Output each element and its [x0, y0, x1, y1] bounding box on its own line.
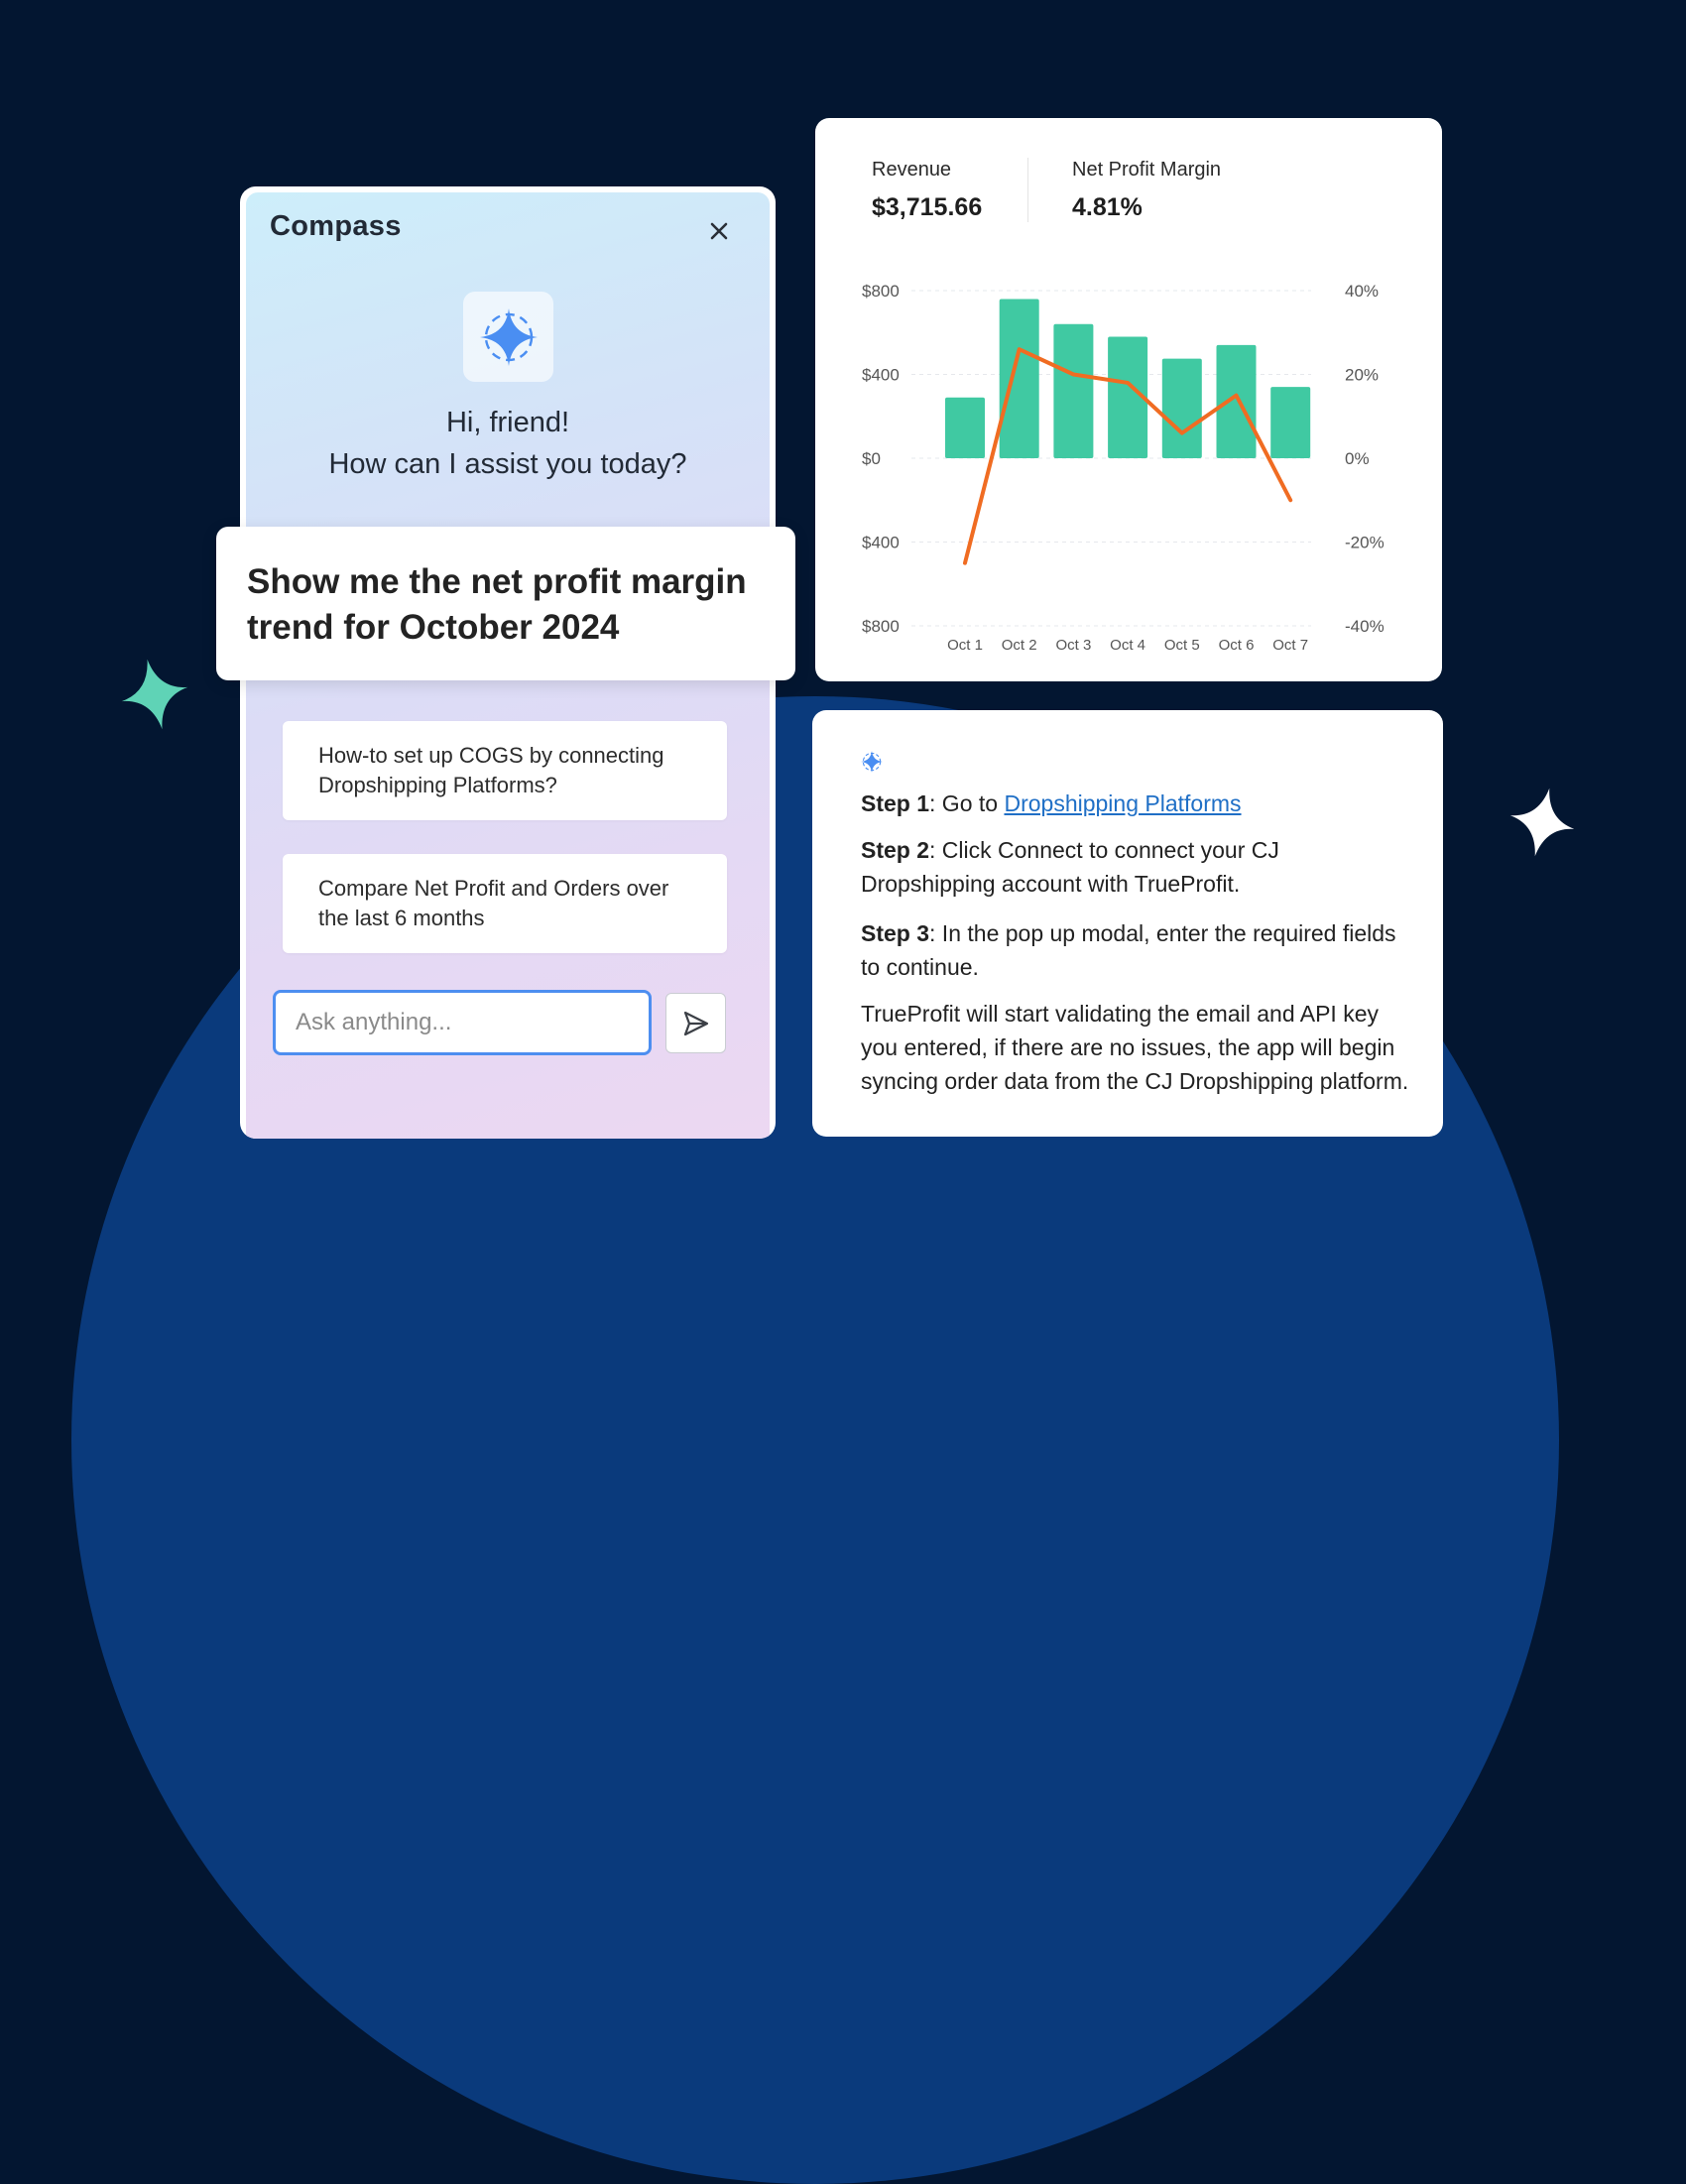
send-button[interactable]	[665, 993, 726, 1053]
revenue-bar	[1000, 299, 1039, 458]
y-left-tick-label: $400	[862, 366, 900, 385]
revenue-bar	[1053, 324, 1093, 458]
y-left-tick-label: $0	[862, 449, 881, 468]
assistant-logo	[463, 292, 553, 382]
x-tick-label: Oct 5	[1164, 637, 1200, 654]
answer-card: Step 1: Go to Dropshipping Platforms Ste…	[812, 710, 1443, 1137]
ask-input[interactable]	[273, 990, 652, 1055]
close-button[interactable]	[702, 214, 736, 248]
step-3-text: : In the pop up modal, enter the require…	[861, 920, 1396, 980]
revenue-margin-chart: $800 40% $400 20% $0 0% $400 -20% $800 -40% Oct 1 O…	[815, 118, 1442, 681]
greeting-line-1: Hi, friend!	[240, 407, 776, 439]
step-1: Step 1: Go to Dropshipping Platforms	[861, 787, 1416, 820]
chat-title: Compass	[270, 210, 402, 243]
y-right-tick-label: 40%	[1345, 282, 1379, 301]
x-tick-label: Oct 4	[1110, 637, 1145, 654]
x-tick-label: Oct 2	[1002, 637, 1037, 654]
step-3: Step 3: In the pop up modal, enter the r…	[861, 916, 1416, 984]
step-3-label: Step 3	[861, 920, 929, 946]
revenue-bar	[945, 398, 985, 458]
y-left-tick-label: $800	[862, 282, 900, 301]
revenue-bar	[1217, 345, 1257, 458]
dropshipping-platforms-link[interactable]: Dropshipping Platforms	[1004, 790, 1241, 816]
teal-sparkle-icon	[119, 657, 190, 732]
suggestion-compare-profit[interactable]: Compare Net Profit and Orders over the l…	[283, 854, 727, 953]
prompt-card: Show me the net profit margin trend for …	[216, 527, 795, 680]
y-right-tick-label: 20%	[1345, 366, 1379, 385]
x-tick-label: Oct 6	[1219, 637, 1255, 654]
send-icon	[682, 1010, 710, 1037]
close-icon	[709, 221, 729, 241]
answer-note: TrueProfit will start validating the ema…	[861, 997, 1416, 1098]
revenue-bar	[1270, 387, 1310, 458]
sparkle-logo-icon	[477, 305, 541, 369]
x-tick-label: Oct 7	[1272, 637, 1308, 654]
sparkle-icon	[860, 750, 884, 774]
x-tick-label: Oct 3	[1055, 637, 1091, 654]
chart-card: Revenue $3,715.66 Net Profit Margin 4.81…	[815, 118, 1442, 681]
white-sparkle-icon	[1507, 786, 1577, 859]
y-left-tick-label: $400	[862, 534, 900, 552]
step-2: Step 2: Click Connect to connect your CJ…	[861, 833, 1416, 901]
prompt-text: Show me the net profit margin trend for …	[247, 559, 773, 651]
x-tick-label: Oct 1	[947, 637, 983, 654]
suggestion-text: How-to set up COGS by connecting Dropshi…	[318, 741, 705, 800]
step-1-label: Step 1	[861, 790, 929, 816]
y-left-tick-label: $800	[862, 617, 900, 636]
revenue-bar	[1162, 359, 1202, 458]
y-right-tick-label: 0%	[1345, 449, 1370, 468]
step-1-text: : Go to	[929, 790, 1004, 816]
greeting-line-2: How can I assist you today?	[240, 448, 776, 481]
suggestion-cogs-setup[interactable]: How-to set up COGS by connecting Dropshi…	[283, 721, 727, 820]
y-right-tick-label: -20%	[1345, 534, 1385, 552]
suggestion-text: Compare Net Profit and Orders over the l…	[318, 874, 705, 933]
step-2-label: Step 2	[861, 837, 929, 863]
y-right-tick-label: -40%	[1345, 617, 1385, 636]
